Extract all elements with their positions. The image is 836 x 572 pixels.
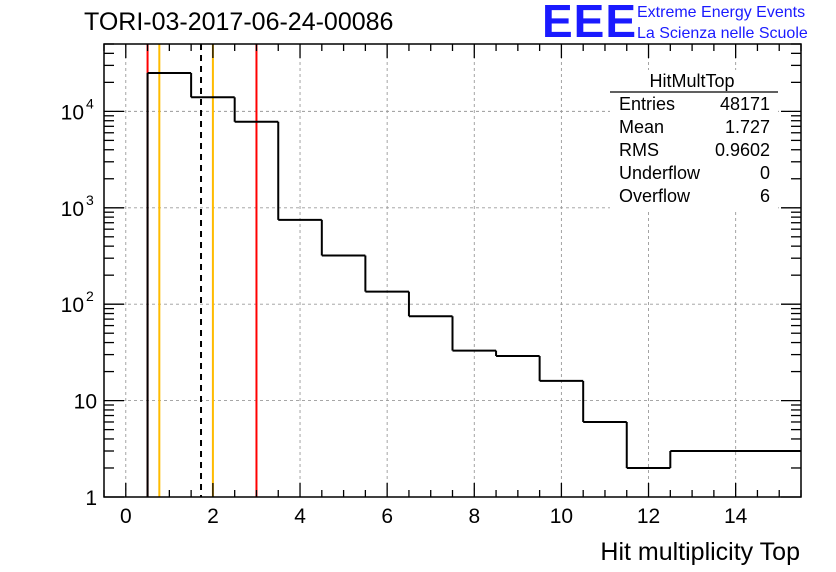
x-tick-label: 2	[207, 505, 219, 528]
x-tick-label: 14	[724, 505, 748, 528]
y-tick-exponent: 3	[86, 192, 94, 208]
x-tick-label: 12	[637, 505, 660, 528]
stats-label: Overflow	[619, 186, 691, 206]
x-tick-label: 10	[550, 505, 573, 528]
stats-value: 48171	[720, 94, 770, 114]
stats-label: RMS	[619, 140, 659, 160]
y-tick-exponent: 2	[86, 288, 94, 304]
logo-mark: EEE	[542, 0, 638, 47]
stats-label: Mean	[619, 117, 664, 137]
run-title: TORI-03-2017-06-24-00086	[84, 8, 394, 36]
axis-ticks	[103, 43, 802, 498]
stats-label: Entries	[619, 94, 675, 114]
stats-label: Underflow	[619, 163, 701, 183]
y-tick-label: 1	[85, 487, 97, 510]
y-tick-label: 10	[61, 198, 84, 221]
x-tick-label: 4	[294, 505, 306, 528]
stats-box: HitMultTop Entries 48171 Mean 1.727 RMS 0.960…	[610, 70, 778, 210]
logo-line-1: Extreme Energy Events	[637, 4, 806, 21]
stats-value: 1.727	[725, 117, 770, 137]
logo-line-2: La Scienza nelle Scuole	[637, 25, 808, 42]
stats-title: HitMultTop	[649, 71, 734, 91]
grid-lines	[104, 44, 801, 497]
x-axis-title: Hit multiplicity Top	[600, 538, 800, 566]
eee-logo: EEE Extreme Energy Events La Scienza nel…	[542, 0, 832, 48]
histogram-bins	[146, 72, 801, 497]
y-tick-label: 10	[74, 391, 97, 414]
x-tick-label: 6	[381, 505, 393, 528]
stats-value: 6	[760, 186, 770, 206]
stats-value: 0	[760, 163, 770, 183]
x-tick-label: 0	[120, 505, 132, 528]
x-tick-label: 8	[468, 505, 480, 528]
y-tick-label: 10	[61, 101, 84, 124]
y-tick-label: 10	[61, 294, 84, 317]
marker-lines	[146, 44, 258, 497]
y-tick-exponent: 4	[86, 95, 94, 111]
stats-rows: Entries 48171 Mean 1.727 RMS 0.9602 Underflow 0…	[619, 94, 770, 206]
stats-value: 0.9602	[715, 140, 770, 160]
